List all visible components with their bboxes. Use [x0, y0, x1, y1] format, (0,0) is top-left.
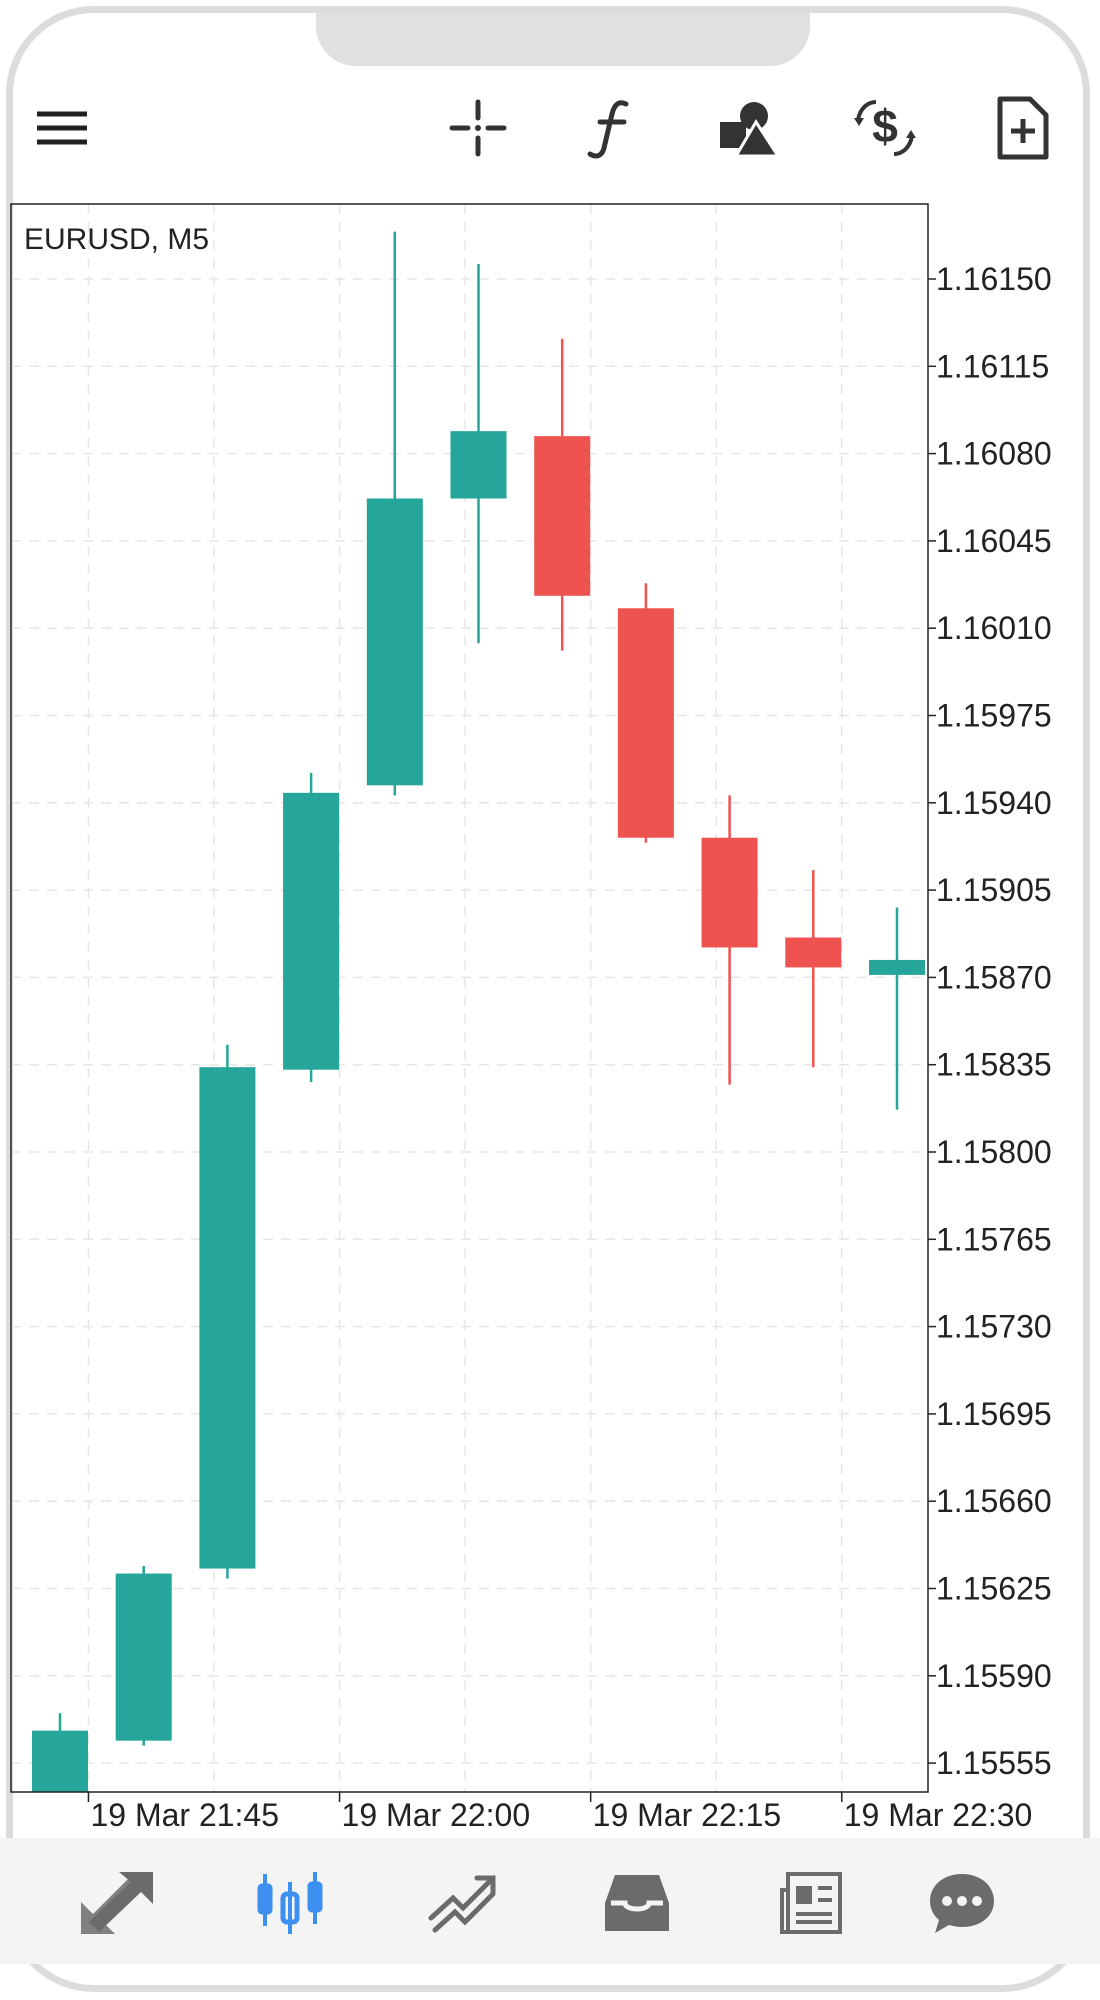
candle-bearish [701, 795, 758, 1085]
chart-grid [11, 204, 928, 1792]
objects-icon[interactable] [708, 88, 788, 168]
candle-bullish [32, 1713, 88, 1792]
candle-body [283, 792, 340, 1070]
y-tick-label: 1.16115 [936, 348, 1049, 384]
x-axis: 19 Mar 21:45 19 Mar 22:00 19 Mar 22:15 19 M… [87, 1792, 1033, 1830]
y-tick-label: 1.16150 [936, 261, 1052, 297]
y-tick-label: 1.16045 [936, 523, 1052, 559]
y-tick-label: 1.15590 [936, 1658, 1052, 1694]
x-tick-label: 19 Mar 22:15 [593, 1797, 782, 1830]
candle-body [534, 436, 591, 596]
y-tick-label: 1.15765 [936, 1221, 1052, 1257]
crosshair-icon[interactable] [438, 88, 518, 168]
device-frame [6, 6, 1090, 1992]
candle-body [701, 837, 758, 948]
nav-chart-icon[interactable] [245, 1858, 335, 1948]
chart-symbol-label: EURUSD, M5 [24, 223, 209, 256]
y-tick-label: 1.15625 [936, 1571, 1052, 1607]
y-axis: 1.16150 1.16115 1.16080 1.16045 1.16010 1.159… [928, 261, 1052, 1781]
indicator-function-icon[interactable] [572, 88, 652, 168]
menu-icon[interactable] [22, 88, 102, 168]
candle-bullish [869, 907, 925, 1110]
candle-body [785, 937, 842, 968]
x-tick-label: 19 Mar 22:30 [844, 1797, 1033, 1830]
candle-bullish [283, 772, 340, 1083]
y-tick-label: 1.15800 [936, 1134, 1052, 1170]
candle-body [366, 498, 423, 786]
candle-bullish [366, 231, 423, 796]
nav-mailbox-icon[interactable] [592, 1858, 682, 1948]
new-order-icon[interactable] [982, 88, 1062, 168]
candle-bearish [617, 583, 674, 843]
trade-icon[interactable]: $ [845, 88, 925, 168]
y-tick-label: 1.15975 [936, 698, 1052, 734]
chart-plot-frame [10, 203, 929, 1793]
y-tick-label: 1.15835 [936, 1047, 1052, 1083]
candle-body [617, 608, 674, 838]
chart-candles [32, 231, 925, 1792]
bottom-navigation [0, 1838, 1100, 1964]
y-tick-label: 1.16080 [936, 436, 1052, 472]
y-tick-label: 1.15940 [936, 785, 1052, 821]
candle-bearish [785, 870, 842, 1068]
candle-body [199, 1067, 256, 1569]
candle-bullish [450, 264, 507, 644]
candle-bearish [534, 338, 591, 651]
x-tick-label: 19 Mar 21:45 [90, 1797, 279, 1830]
nav-trade-icon[interactable] [72, 1858, 162, 1948]
candle-bullish [199, 1044, 256, 1579]
y-tick-label: 1.15730 [936, 1309, 1052, 1345]
candle-body [450, 431, 507, 499]
nav-news-icon[interactable] [765, 1858, 855, 1948]
device-notch [316, 13, 810, 66]
top-toolbar: $ [0, 0, 1100, 200]
y-tick-label: 1.15695 [936, 1396, 1052, 1432]
y-tick-label: 1.15870 [936, 959, 1052, 995]
nav-chat-icon[interactable] [917, 1858, 1007, 1948]
candle-body [869, 959, 925, 975]
y-tick-label: 1.15905 [936, 872, 1052, 908]
candle-body [115, 1573, 172, 1741]
nav-history-icon[interactable] [418, 1858, 508, 1948]
candle-body [32, 1730, 88, 1792]
x-tick-label: 19 Mar 22:00 [342, 1797, 531, 1830]
candle-bullish [115, 1566, 172, 1746]
y-tick-label: 1.15555 [936, 1745, 1052, 1781]
y-tick-label: 1.16010 [936, 610, 1052, 646]
svg-text:$: $ [872, 100, 898, 152]
candlestick-chart[interactable]: 1.16150 1.16115 1.16080 1.16045 1.16010 1.159… [0, 0, 1100, 1830]
y-tick-label: 1.15660 [936, 1483, 1052, 1519]
